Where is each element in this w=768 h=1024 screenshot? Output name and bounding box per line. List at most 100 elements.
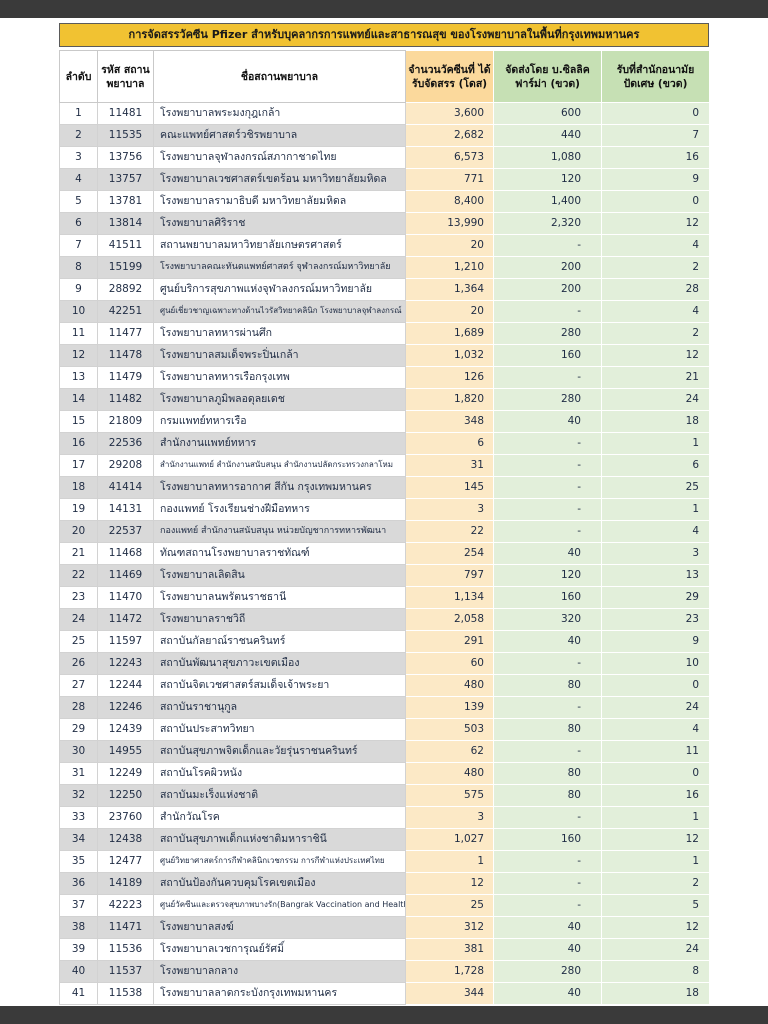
table-row: 3 13756 โรงพยาบาลจุฬาลงกรณ์สภากาชาดไทย 6,57… xyxy=(59,146,710,170)
vials-zuellig-cell: 200 xyxy=(493,278,602,302)
hospital-name-cell: โรงพยาบาลภูมิพลอดุลยเดช xyxy=(153,388,406,412)
doses-allocated-cell: 1 xyxy=(405,850,494,874)
hospital-name-cell: กองแพทย์ สำนักงานสนับสนุน หน่วยบัญชาการท… xyxy=(153,520,406,544)
hospital-name-cell: สำนักงานแพทย์ทหาร xyxy=(153,432,406,456)
hospital-code-cell: 11478 xyxy=(97,344,154,368)
row-number-cell: 19 xyxy=(59,498,98,522)
row-number-cell: 20 xyxy=(59,520,98,544)
row-number-cell: 16 xyxy=(59,432,98,456)
row-number-cell: 33 xyxy=(59,806,98,830)
hospital-name-cell: โรงพยาบาลพระมงกุฎเกล้า xyxy=(153,102,406,126)
hospital-name-cell: ทัณฑสถานโรงพยาบาลราชทัณฑ์ xyxy=(153,542,406,566)
column-header-vials-zuellig: จัดส่งโดย บ.ซิลลิค ฟาร์ม่า (ขวด) xyxy=(493,50,602,104)
row-number-cell: 13 xyxy=(59,366,98,390)
vials-zuellig-cell: 120 xyxy=(493,168,602,192)
doses-allocated-cell: 797 xyxy=(405,564,494,588)
table-row: 24 11472 โรงพยาบาลราชวิถี 2,058 320 23 xyxy=(59,608,710,632)
hospital-code-cell: 11469 xyxy=(97,564,154,588)
table-row: 21 11468 ทัณฑสถานโรงพยาบาลราชทัณฑ์ 254 40 3 xyxy=(59,542,710,566)
table-body: 1 11481 โรงพยาบาลพระมงกุฎเกล้า 3,600 600 0 2 11… xyxy=(59,102,710,1006)
vials-zuellig-cell: - xyxy=(493,894,602,918)
row-number-cell: 21 xyxy=(59,542,98,566)
hospital-name-cell: คณะแพทย์ศาสตร์วชิรพยาบาล xyxy=(153,124,406,148)
vials-health-office-cell: 28 xyxy=(601,278,710,302)
vials-health-office-cell: 2 xyxy=(601,872,710,896)
hospital-name-cell: สถาบันสุขภาพจิตเด็กและวัยรุ่นราชนครินทร์ xyxy=(153,740,406,764)
vials-zuellig-cell: 40 xyxy=(493,982,602,1006)
vials-zuellig-cell: - xyxy=(493,806,602,830)
vials-health-office-cell: 9 xyxy=(601,630,710,654)
vials-health-office-cell: 1 xyxy=(601,498,710,522)
vials-health-office-cell: 1 xyxy=(601,432,710,456)
column-header-hospital-code: รหัส สถานพยาบาล xyxy=(97,50,154,104)
table-row: 28 12246 สถาบันราชานุกูล 139-24 xyxy=(59,696,710,720)
vials-zuellig-cell: - xyxy=(493,366,602,390)
vials-zuellig-cell: - xyxy=(493,652,602,676)
table-row: 23 11470 โรงพยาบาลนพรัตนราชธานี 1,134 160 29 xyxy=(59,586,710,610)
table-row: 9 28892 ศูนย์บริการสุขภาพแห่งจุฬาลงกรณ์มหา… xyxy=(59,278,710,302)
row-number-cell: 12 xyxy=(59,344,98,368)
vials-health-office-cell: 1 xyxy=(601,850,710,874)
hospital-name-cell: กรมแพทย์ทหารเรือ xyxy=(153,410,406,434)
hospital-code-cell: 23760 xyxy=(97,806,154,830)
vials-zuellig-cell: 320 xyxy=(493,608,602,632)
column-header-row-number: ลำดับ xyxy=(59,50,98,104)
hospital-code-cell: 12249 xyxy=(97,762,154,786)
letterbox-top xyxy=(0,0,768,18)
doses-allocated-cell: 1,364 xyxy=(405,278,494,302)
doses-allocated-cell: 6,573 xyxy=(405,146,494,170)
hospital-name-cell: สถาบันประสาทวิทยา xyxy=(153,718,406,742)
vials-health-office-cell: 0 xyxy=(601,674,710,698)
row-number-cell: 4 xyxy=(59,168,98,192)
doses-allocated-cell: 139 xyxy=(405,696,494,720)
allocation-table: ลำดับ รหัส สถานพยาบาล ชื่อสถานพยาบาล จำนวนว… xyxy=(59,50,710,1006)
vials-health-office-cell: 4 xyxy=(601,520,710,544)
hospital-code-cell: 12244 xyxy=(97,674,154,698)
hospital-name-cell: ศูนย์บริการสุขภาพแห่งจุฬาลงกรณ์มหาวิทยาล… xyxy=(153,278,406,302)
vials-zuellig-cell: - xyxy=(493,300,602,324)
page-title: การจัดสรรวัคซีน Pfizer สำหรับบุคลากรการแ… xyxy=(59,23,709,48)
doses-allocated-cell: 62 xyxy=(405,740,494,764)
table-row: 32 12250 สถาบันมะเร็งแห่งชาติ 575 80 16 xyxy=(59,784,710,808)
row-number-cell: 32 xyxy=(59,784,98,808)
hospital-name-cell: โรงพยาบาลจุฬาลงกรณ์สภากาชาดไทย xyxy=(153,146,406,170)
vials-zuellig-cell: 1,400 xyxy=(493,190,602,214)
hospital-code-cell: 12250 xyxy=(97,784,154,808)
row-number-cell: 10 xyxy=(59,300,98,324)
row-number-cell: 9 xyxy=(59,278,98,302)
vials-zuellig-cell: 200 xyxy=(493,256,602,280)
table-row: 14 11482 โรงพยาบาลภูมิพลอดุลยเดช 1,820 280 24 xyxy=(59,388,710,412)
doses-allocated-cell: 20 xyxy=(405,300,494,324)
vials-zuellig-cell: 40 xyxy=(493,938,602,962)
hospital-code-cell: 11479 xyxy=(97,366,154,390)
hospital-name-cell: โรงพยาบาลทหารอากาศ สีกัน กรุงเทพมหานคร xyxy=(153,476,406,500)
doses-allocated-cell: 31 xyxy=(405,454,494,478)
row-number-cell: 7 xyxy=(59,234,98,258)
hospital-name-cell: โรงพยาบาลทหารผ่านศึก xyxy=(153,322,406,346)
vials-zuellig-cell: - xyxy=(493,432,602,456)
hospital-code-cell: 22536 xyxy=(97,432,154,456)
doses-allocated-cell: 1,728 xyxy=(405,960,494,984)
hospital-code-cell: 11535 xyxy=(97,124,154,148)
hospital-name-cell: โรงพยาบาลทหารเรือกรุงเทพ xyxy=(153,366,406,390)
row-number-cell: 25 xyxy=(59,630,98,654)
vials-zuellig-cell: 440 xyxy=(493,124,602,148)
hospital-name-cell: สถาบันโรคผิวหนัง xyxy=(153,762,406,786)
table-row: 16 22536 สำนักงานแพทย์ทหาร 6-1 xyxy=(59,432,710,456)
row-number-cell: 38 xyxy=(59,916,98,940)
hospital-name-cell: สถาบันพัฒนาสุขภาวะเขตเมือง xyxy=(153,652,406,676)
table-row: 39 11536 โรงพยาบาลเวชการุณย์รัศมิ์ 381 40 24 xyxy=(59,938,710,962)
doses-allocated-cell: 6 xyxy=(405,432,494,456)
hospital-code-cell: 41511 xyxy=(97,234,154,258)
vials-health-office-cell: 18 xyxy=(601,410,710,434)
vials-health-office-cell: 24 xyxy=(601,938,710,962)
row-number-cell: 30 xyxy=(59,740,98,764)
row-number-cell: 5 xyxy=(59,190,98,214)
vials-zuellig-cell: 1,080 xyxy=(493,146,602,170)
table-row: 6 13814 โรงพยาบาลศิริราช 13,990 2,320 12 xyxy=(59,212,710,236)
hospital-code-cell: 12438 xyxy=(97,828,154,852)
row-number-cell: 15 xyxy=(59,410,98,434)
hospital-code-cell: 11477 xyxy=(97,322,154,346)
vials-health-office-cell: 8 xyxy=(601,960,710,984)
row-number-cell: 36 xyxy=(59,872,98,896)
